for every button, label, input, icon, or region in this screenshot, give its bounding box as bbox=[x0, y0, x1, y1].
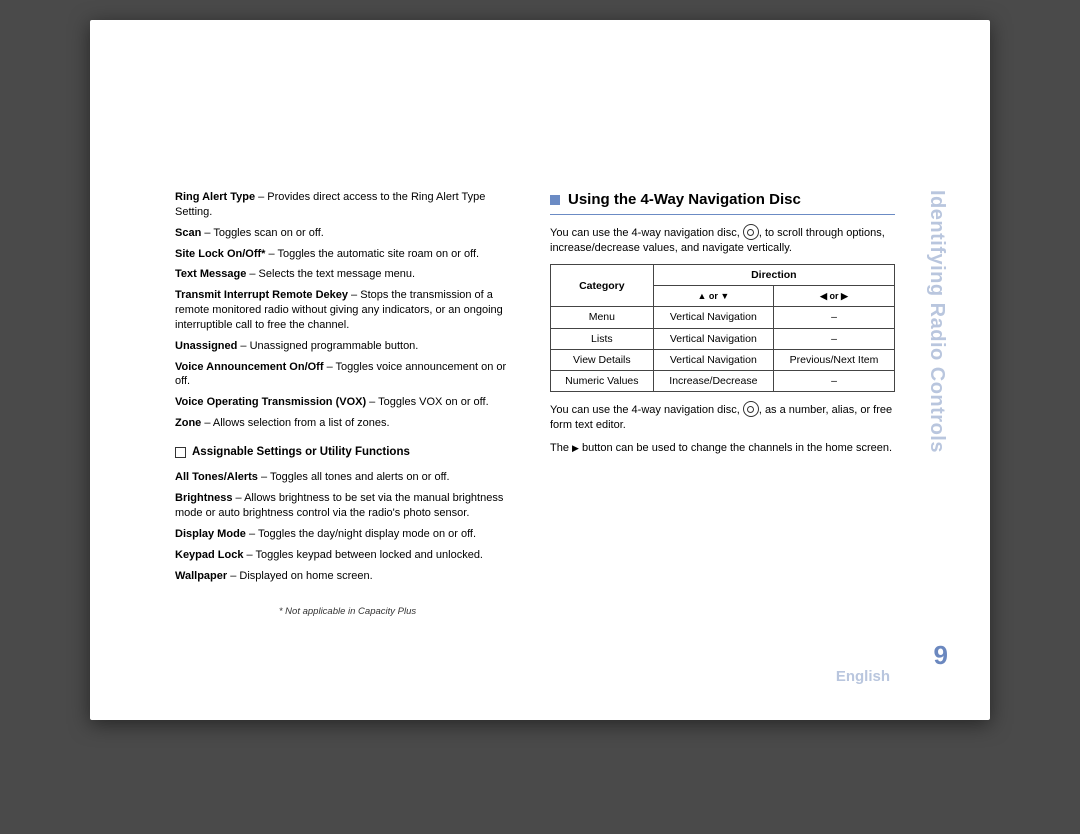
up-down-icon: ▲ or ▼ bbox=[697, 291, 729, 301]
term: Transmit Interrupt Remote Dekey bbox=[175, 289, 348, 301]
def-wallpaper: Wallpaper – Displayed on home screen. bbox=[175, 569, 520, 584]
def-display-mode: Display Mode – Toggles the day/night dis… bbox=[175, 527, 520, 542]
def-unassigned: Unassigned – Unassigned programmable but… bbox=[175, 339, 520, 354]
desc: – Toggles VOX on or off. bbox=[366, 396, 489, 408]
page-sheet: Ring Alert Type – Provides direct access… bbox=[90, 20, 990, 720]
viewport: Ring Alert Type – Provides direct access… bbox=[0, 0, 1080, 834]
term: Unassigned bbox=[175, 340, 237, 352]
cell-ud: Increase/Decrease bbox=[653, 370, 773, 391]
table-row: Numeric Values Increase/Decrease – bbox=[551, 370, 895, 391]
cell-cat: Numeric Values bbox=[551, 370, 654, 391]
term: Display Mode bbox=[175, 528, 246, 540]
paragraph-2: You can use the 4-way navigation disc, ,… bbox=[550, 402, 895, 433]
term: Keypad Lock bbox=[175, 549, 243, 561]
p3b: button can be used to change the channel… bbox=[579, 442, 892, 454]
th-direction: Direction bbox=[653, 265, 894, 286]
term: Scan bbox=[175, 227, 201, 239]
def-transmit-interrupt: Transmit Interrupt Remote Dekey – Stops … bbox=[175, 288, 520, 333]
term: Zone bbox=[175, 417, 201, 429]
th-left-right: ◀ or ▶ bbox=[774, 286, 895, 307]
desc: – Selects the text message menu. bbox=[246, 268, 415, 280]
left-column: Ring Alert Type – Provides direct access… bbox=[175, 190, 520, 618]
heading-square-icon bbox=[550, 195, 560, 205]
paragraph-3: The ▶ button can be used to change the c… bbox=[550, 441, 895, 456]
term: Ring Alert Type bbox=[175, 191, 255, 203]
def-zone: Zone – Allows selection from a list of z… bbox=[175, 416, 520, 431]
content-columns: Ring Alert Type – Provides direct access… bbox=[175, 190, 895, 618]
right-column: Using the 4-Way Navigation Disc You can … bbox=[550, 190, 895, 618]
def-text-message: Text Message – Selects the text message … bbox=[175, 267, 520, 282]
cell-cat: Lists bbox=[551, 328, 654, 349]
def-all-tones: All Tones/Alerts – Toggles all tones and… bbox=[175, 470, 520, 485]
th-up-down: ▲ or ▼ bbox=[653, 286, 773, 307]
right-arrow-icon: ▶ bbox=[572, 443, 579, 453]
term: Voice Operating Transmission (VOX) bbox=[175, 396, 366, 408]
cell-cat: View Details bbox=[551, 349, 654, 370]
p2a: You can use the 4-way navigation disc, bbox=[550, 404, 743, 416]
def-brightness: Brightness – Allows brightness to be set… bbox=[175, 491, 520, 521]
subheading-text: Assignable Settings or Utility Functions bbox=[192, 445, 410, 461]
table-header-row-1: Category Direction bbox=[551, 265, 895, 286]
term: Text Message bbox=[175, 268, 246, 280]
cell-ud: Vertical Navigation bbox=[653, 307, 773, 328]
bullet-box-icon bbox=[175, 447, 186, 458]
subheading-assignable: Assignable Settings or Utility Functions bbox=[175, 445, 520, 461]
desc: – Toggles the automatic site roam on or … bbox=[265, 248, 479, 260]
def-scan: Scan – Toggles scan on or off. bbox=[175, 226, 520, 241]
table-row: View Details Vertical Navigation Previou… bbox=[551, 349, 895, 370]
th-category: Category bbox=[551, 265, 654, 307]
paragraph-1: You can use the 4-way navigation disc, ,… bbox=[550, 225, 895, 256]
p3a: The bbox=[550, 442, 572, 454]
side-tab-title: Identifying Radio Controls bbox=[925, 190, 948, 453]
desc: – Unassigned programmable button. bbox=[237, 340, 418, 352]
left-right-icon: ◀ or ▶ bbox=[820, 291, 848, 301]
nav-disc-icon bbox=[743, 401, 759, 417]
desc: – Toggles the day/night display mode on … bbox=[246, 528, 476, 540]
table-row: Menu Vertical Navigation – bbox=[551, 307, 895, 328]
term: Wallpaper bbox=[175, 570, 227, 582]
desc: – Toggles keypad between locked and unlo… bbox=[243, 549, 483, 561]
page-number: 9 bbox=[934, 640, 948, 671]
cell-lr: – bbox=[774, 328, 895, 349]
cell-lr: Previous/Next Item bbox=[774, 349, 895, 370]
desc: – Toggles scan on or off. bbox=[201, 227, 324, 239]
cell-cat: Menu bbox=[551, 307, 654, 328]
direction-table: Category Direction ▲ or ▼ ◀ or ▶ Menu Ve… bbox=[550, 264, 895, 392]
nav-disc-icon bbox=[743, 224, 759, 240]
cell-lr: – bbox=[774, 307, 895, 328]
cell-ud: Vertical Navigation bbox=[653, 328, 773, 349]
footnote: * Not applicable in Capacity Plus bbox=[175, 606, 520, 619]
term: Brightness bbox=[175, 492, 232, 504]
term: All Tones/Alerts bbox=[175, 471, 258, 483]
heading-row: Using the 4-Way Navigation Disc bbox=[550, 190, 895, 215]
desc: – Displayed on home screen. bbox=[227, 570, 373, 582]
heading-text: Using the 4-Way Navigation Disc bbox=[568, 190, 801, 210]
cell-ud: Vertical Navigation bbox=[653, 349, 773, 370]
def-keypad-lock: Keypad Lock – Toggles keypad between loc… bbox=[175, 548, 520, 563]
def-ring-alert-type: Ring Alert Type – Provides direct access… bbox=[175, 190, 520, 220]
cell-lr: – bbox=[774, 370, 895, 391]
term: Voice Announcement On/Off bbox=[175, 361, 324, 373]
desc: – Toggles all tones and alerts on or off… bbox=[258, 471, 450, 483]
language-label: English bbox=[836, 668, 890, 685]
desc: – Allows selection from a list of zones. bbox=[201, 417, 389, 429]
p1a: You can use the 4-way navigation disc, bbox=[550, 227, 743, 239]
def-site-lock: Site Lock On/Off* – Toggles the automati… bbox=[175, 247, 520, 262]
def-vox: Voice Operating Transmission (VOX) – Tog… bbox=[175, 395, 520, 410]
def-voice-announcement: Voice Announcement On/Off – Toggles voic… bbox=[175, 360, 520, 390]
table-row: Lists Vertical Navigation – bbox=[551, 328, 895, 349]
term: Site Lock On/Off* bbox=[175, 248, 265, 260]
